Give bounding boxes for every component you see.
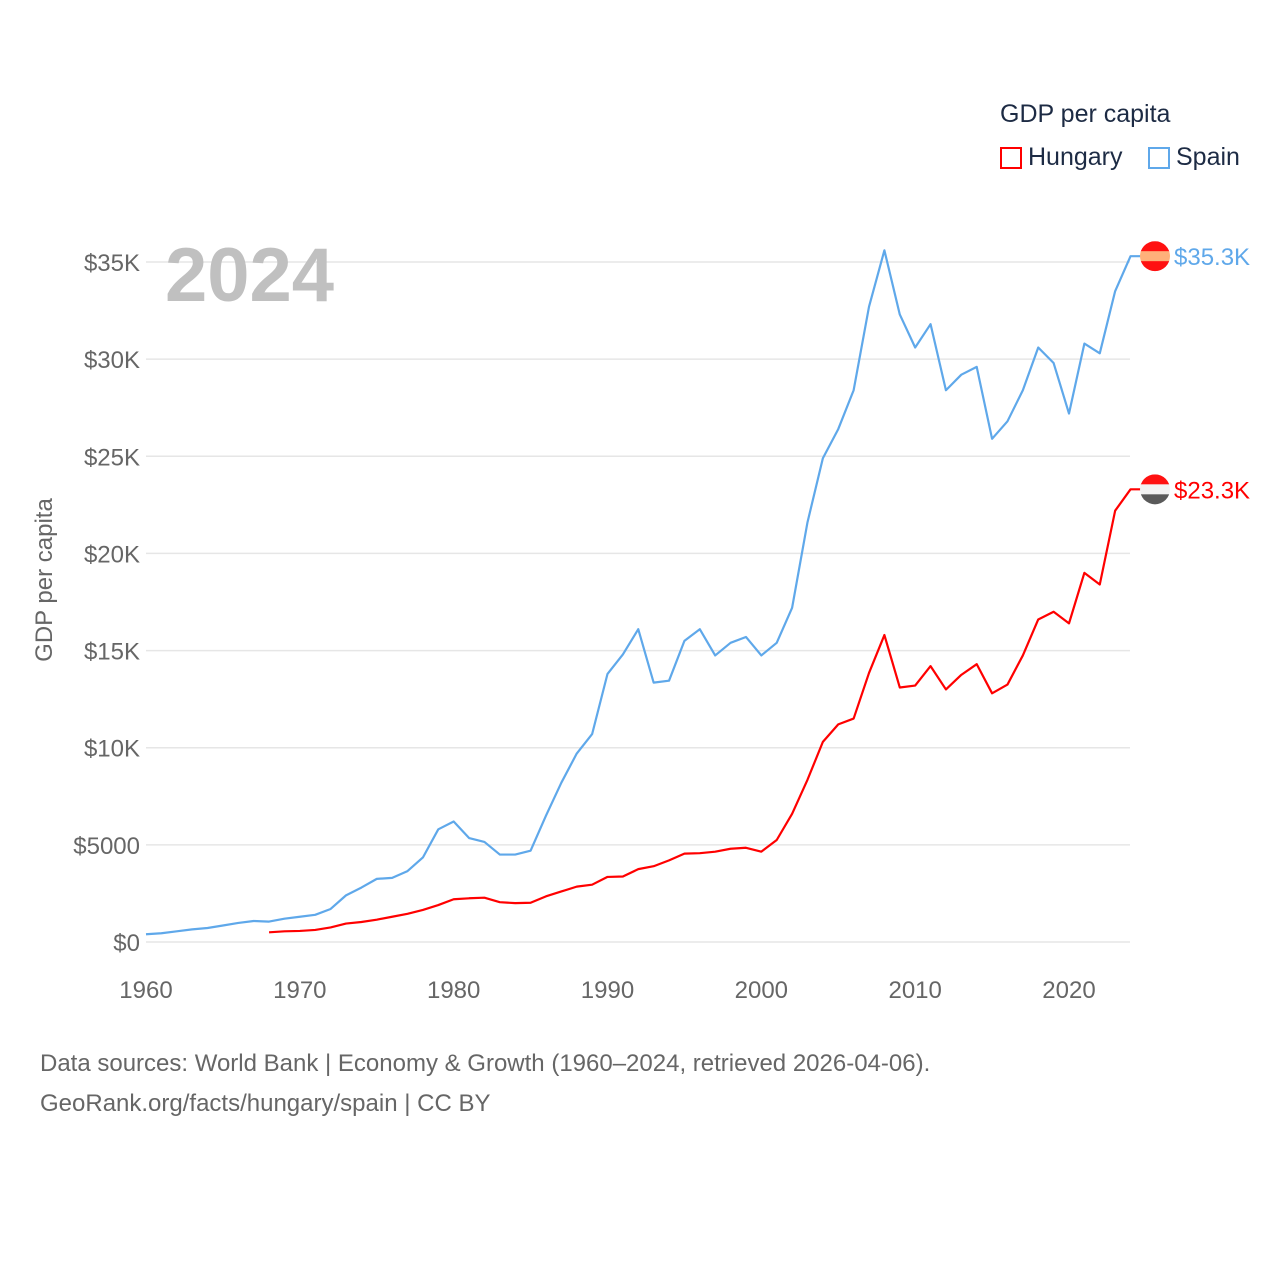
legend-item-hungary[interactable]: Hungary	[1000, 143, 1123, 172]
x-tick-label: 2000	[735, 977, 788, 1004]
legend-swatch-hungary	[1000, 146, 1022, 169]
y-tick-label: $35K	[84, 250, 140, 277]
source-link[interactable]: GeoRank.org/facts/hungary/spain | CC BY	[40, 1090, 491, 1117]
y-tick-label: $0	[113, 930, 140, 957]
series-line-spain	[145, 249, 1141, 936]
end-value-label: $35.3K	[1174, 244, 1250, 271]
source-note: Data sources: World Bank | Economy & Gro…	[40, 1044, 930, 1124]
x-tick-label: 1990	[581, 977, 634, 1004]
x-tick-label: 1970	[273, 977, 326, 1004]
legend-label: Hungary	[1028, 143, 1123, 171]
y-tick-label: $15K	[84, 639, 140, 666]
end-value-label: $23.3K	[1174, 477, 1250, 504]
y-tick-label: $10K	[84, 736, 140, 763]
x-tick-label: 1960	[119, 977, 172, 1004]
x-tick-label: 1980	[427, 977, 480, 1004]
series-line-hungary	[268, 488, 1141, 934]
flag-icon-hungary	[1140, 474, 1170, 505]
legend-item-spain[interactable]: Spain	[1148, 143, 1240, 172]
flag-icon-spain	[1140, 241, 1170, 272]
year-label: 2024	[165, 233, 335, 318]
y-axis-title: GDP per capita	[31, 498, 58, 662]
legend-label: Spain	[1176, 143, 1240, 171]
y-tick-label: $25K	[84, 444, 140, 471]
legend-title: GDP per capita	[1000, 100, 1171, 128]
legend-swatch-spain	[1148, 146, 1170, 169]
y-tick-label: $30K	[84, 347, 140, 374]
source-line: Data sources: World Bank | Economy & Gro…	[40, 1050, 931, 1077]
x-tick-label: 2020	[1042, 977, 1095, 1004]
x-tick-label: 2010	[888, 977, 941, 1004]
y-tick-label: $20K	[84, 541, 140, 568]
y-tick-label: $5000	[73, 833, 140, 860]
